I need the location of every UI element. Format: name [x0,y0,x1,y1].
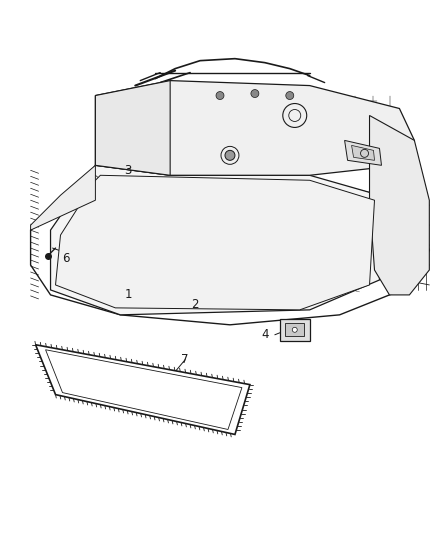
Text: 2: 2 [191,298,199,311]
Circle shape [286,92,294,100]
Polygon shape [352,146,374,160]
Text: 1: 1 [124,288,132,301]
Polygon shape [370,116,429,295]
Polygon shape [31,165,95,230]
FancyBboxPatch shape [280,319,310,341]
Polygon shape [95,80,170,175]
Polygon shape [46,350,242,430]
Circle shape [225,150,235,160]
Text: 4: 4 [261,328,268,341]
Circle shape [251,90,259,98]
Polygon shape [345,140,381,165]
FancyBboxPatch shape [285,324,304,336]
Text: 3: 3 [124,164,132,177]
Circle shape [292,327,297,332]
Polygon shape [95,80,414,175]
Polygon shape [35,345,250,434]
Text: 6: 6 [62,252,69,264]
Circle shape [216,92,224,100]
Text: 7: 7 [181,353,189,366]
Polygon shape [50,165,379,315]
Polygon shape [31,180,429,325]
Polygon shape [56,175,374,310]
